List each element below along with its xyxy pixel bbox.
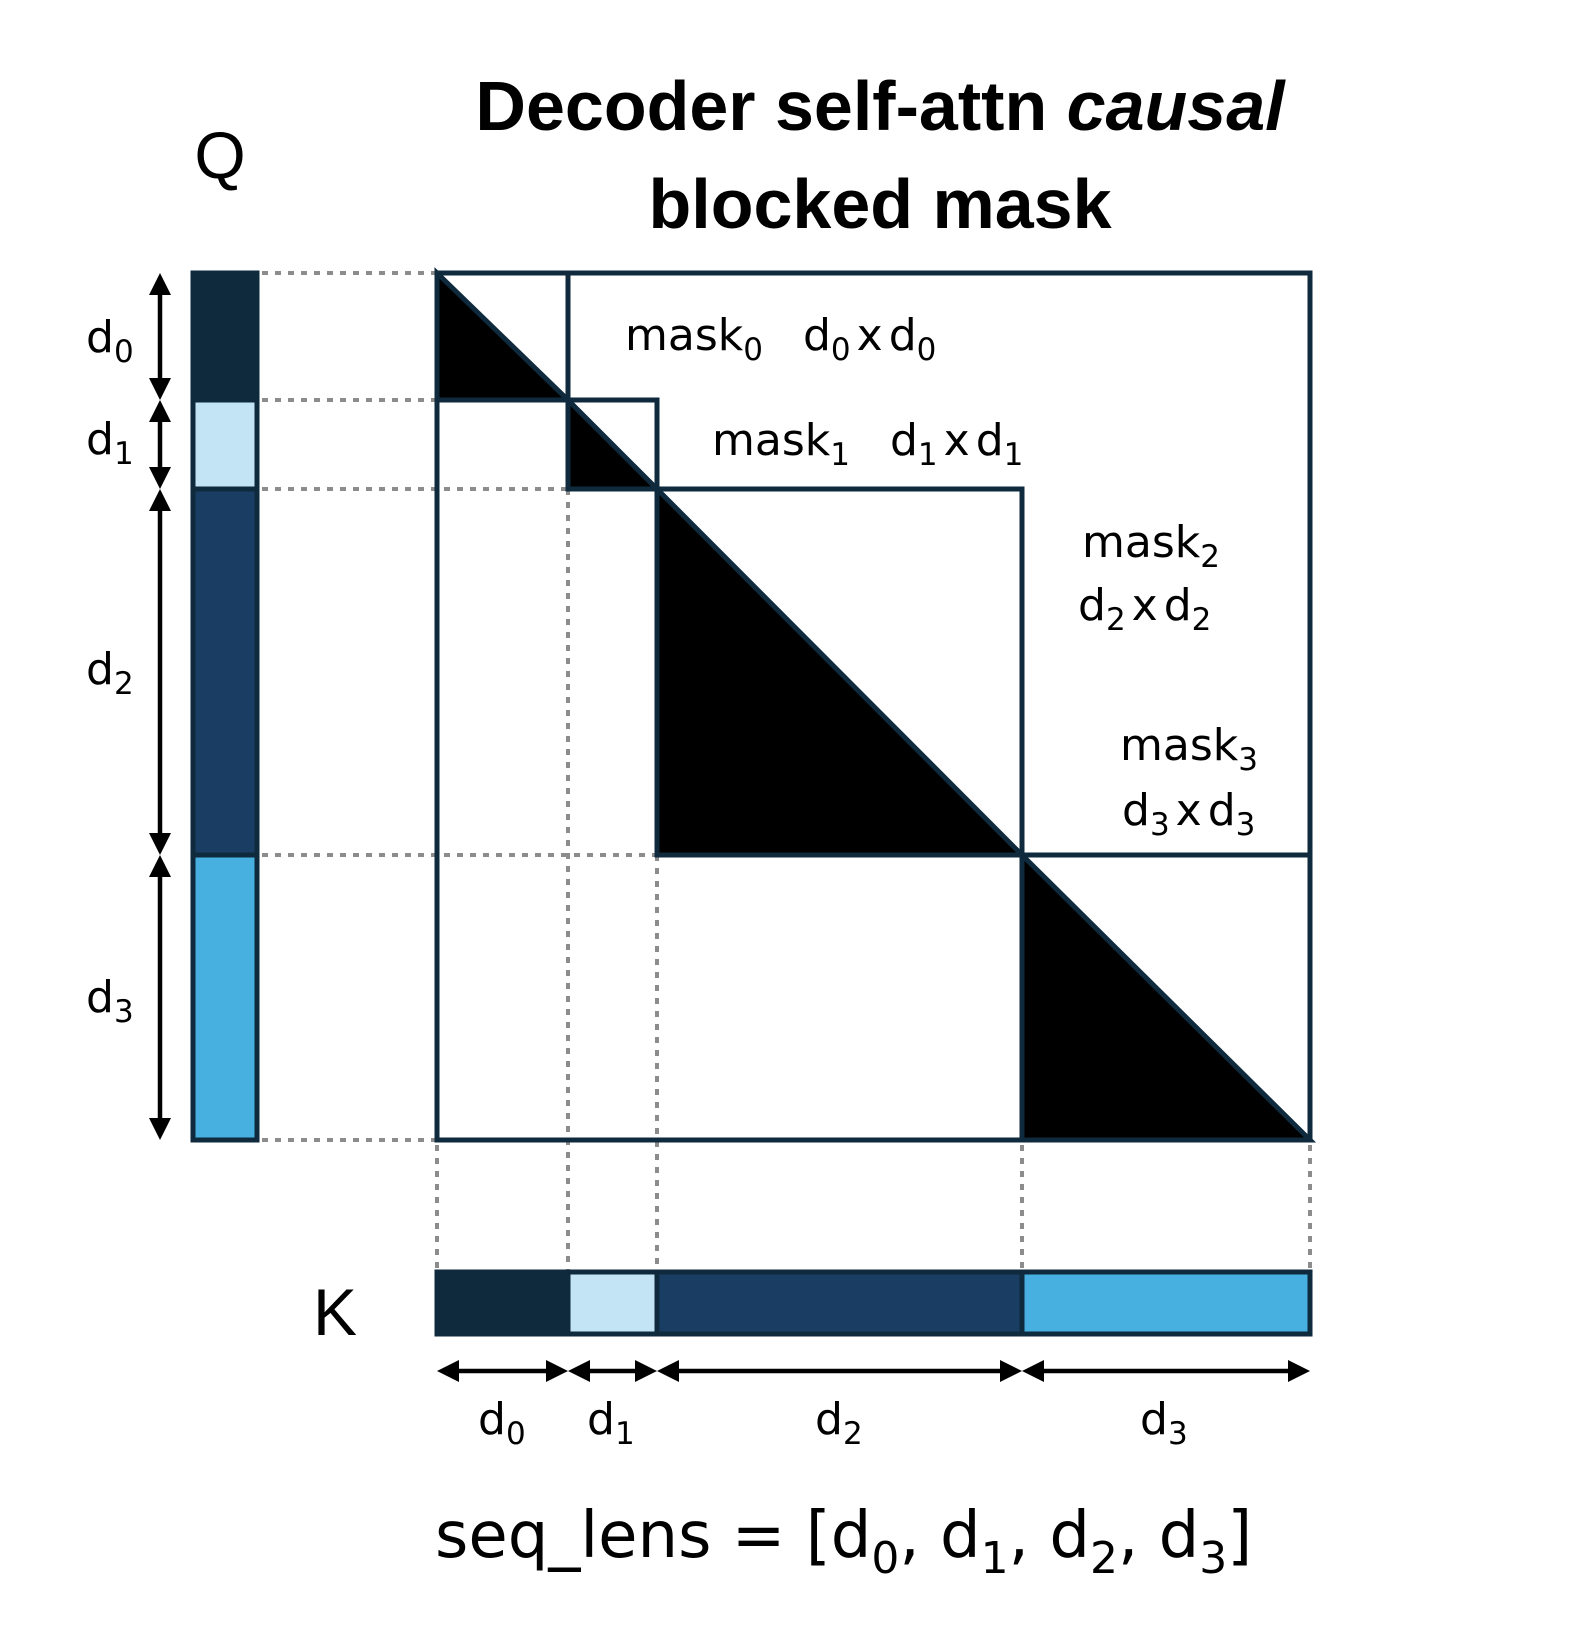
mask-block-3-triangle (1019, 849, 1317, 1143)
mask-block-0-outline (437, 270, 571, 400)
q-dim-label-1: d1 (86, 414, 134, 472)
k-label: K (313, 1275, 357, 1349)
q-segment-3 (190, 852, 260, 1143)
mask-2-name: mask2 (1082, 517, 1220, 575)
mask-block-1-triangle (565, 393, 664, 492)
k-dim-label-1: d1 (587, 1394, 635, 1452)
mask-1-label: mask1 d1 x d1 (712, 415, 1023, 473)
q-dimension-arrows (149, 273, 171, 1140)
q-segment-2 (190, 486, 260, 858)
k-segment-1 (565, 1269, 660, 1337)
mask-3-name: mask3 (1120, 720, 1258, 778)
mask-block-0 (434, 267, 575, 403)
k-dim-label-3: d3 (1140, 1394, 1188, 1452)
mask-block-1 (565, 393, 664, 492)
mask-3-dims: d3 x d3 (1122, 785, 1255, 843)
q-label: Q (194, 118, 245, 192)
q-dim-label-0: d0 (86, 312, 134, 370)
k-segment-2 (654, 1269, 1025, 1337)
mask-block-2-triangle (654, 482, 1029, 858)
seq-lens-formula: seq_lens = [d0, d1, d2, d3] (435, 1499, 1252, 1584)
k-dim-label-2: d2 (815, 1394, 863, 1452)
q-segment-0 (190, 270, 260, 403)
q-dim-label-2: d2 (86, 644, 134, 702)
q-segment-1 (190, 397, 260, 492)
k-bar (434, 1269, 1313, 1337)
q-dim-label-3: d3 (86, 972, 134, 1030)
mask-block-2 (654, 482, 1029, 858)
mask-block-2-outline (657, 486, 1025, 855)
matrix-outline (434, 270, 1313, 1143)
k-dim-label-0: d0 (478, 1394, 526, 1452)
mask-block-3-outline (1022, 852, 1313, 1140)
mask-0-label: mask0 d0 x d0 (625, 310, 936, 368)
mask-block-1-outline (568, 397, 660, 489)
mask-block-3 (1019, 849, 1317, 1143)
k-segment-3 (1019, 1269, 1313, 1337)
q-bar (190, 270, 260, 1143)
k-segment-0 (434, 1269, 571, 1337)
mask-block-0-triangle (434, 267, 575, 403)
diagram-title-line1: Decoder self-attn causal (475, 67, 1286, 145)
diagram-title-line2: blocked mask (649, 165, 1112, 243)
mask-2-dims: d2 x d2 (1078, 580, 1211, 638)
k-dimension-arrows (437, 1360, 1310, 1382)
